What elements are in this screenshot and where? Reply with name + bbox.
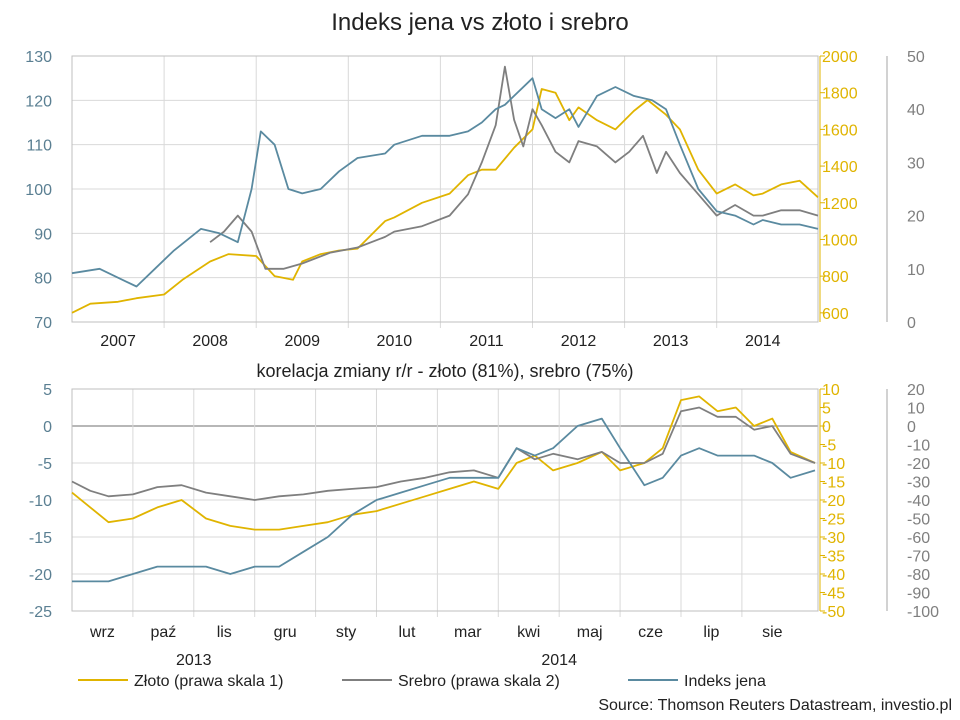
right-axis-2-tick-label: -80: [907, 567, 930, 584]
series-line-srebro-prawa-skala-2: [71, 406, 816, 501]
x-tick-label: wrz: [89, 624, 115, 641]
x-tick-label: mar: [454, 624, 482, 641]
x-tick-label: 2009: [284, 333, 320, 350]
right-axis-2-tick-label: -50: [907, 512, 930, 529]
left-axis-tick-label: 5: [43, 382, 52, 399]
x-tick-label: 2008: [192, 333, 228, 350]
right-axis-1-tick-label: -50: [822, 604, 845, 621]
right-axis-1-tick-label: -20: [822, 493, 845, 510]
right-axis-1-tick-label: -35: [822, 549, 845, 566]
left-axis-tick-label: -20: [29, 567, 52, 584]
series-line-indeks-jena: [72, 417, 816, 583]
right-axis-1-tick-label: 1000: [822, 232, 858, 249]
right-axis-1-tick-label: -30: [822, 530, 845, 547]
x-group-label: 2014: [541, 652, 577, 669]
plot-frame: [71, 55, 819, 323]
left-axis-tick-label: 70: [34, 315, 52, 332]
x-tick-label: lip: [703, 624, 719, 641]
series-line-indeks-jena: [71, 77, 819, 288]
legend: Złoto (prawa skala 1) Srebro (prawa skal…: [78, 673, 766, 690]
chart-subtitle: korelacja zmiany r/r - złoto (81%), sreb…: [256, 361, 633, 381]
left-axis-tick-label: -15: [29, 530, 52, 547]
bottom-panel: 50-5-10-15-20-251050-5-10-15-20-25-30-35…: [29, 382, 939, 669]
chart-title: Indeks jena vs złoto i srebro: [331, 9, 628, 36]
left-axis-tick-label: 100: [25, 182, 52, 199]
right-axis-2-tick-label: -30: [907, 475, 930, 492]
right-axis-2-tick-label: -70: [907, 549, 930, 566]
legend-label-indeks-jena: Indeks jena: [684, 673, 766, 690]
right-axis-2-tick-label: -10: [907, 438, 930, 455]
right-axis-1-tick-label: 800: [822, 269, 849, 286]
x-tick-label: paź: [150, 624, 176, 641]
right-axis-2-tick-label: -90: [907, 586, 930, 603]
left-axis-tick-label: -25: [29, 604, 52, 621]
right-axis-1-tick-label: -5: [822, 438, 836, 455]
series-line-zloto-prawa-skala-1: [71, 88, 819, 314]
right-axis-1-tick-label: -45: [822, 586, 845, 603]
plot-frame: [71, 388, 819, 612]
x-tick-label: 2007: [100, 333, 136, 350]
x-tick-label: 2011: [469, 333, 504, 350]
right-axis-1-tick-label: -10: [822, 456, 845, 473]
right-axis-1-tick-label: -25: [822, 512, 845, 529]
legend-label-zloto: Złoto (prawa skala 1): [134, 673, 283, 690]
x-tick-label: sty: [336, 624, 356, 641]
left-axis-tick-label: 80: [34, 271, 52, 288]
left-axis-tick-label: -10: [29, 493, 52, 510]
x-tick-label: lis: [217, 624, 232, 641]
right-axis-1-tick-label: 1600: [822, 122, 858, 139]
left-axis-tick-label: 110: [26, 138, 52, 155]
right-axis-2-tick-label: -20: [907, 456, 930, 473]
right-axis-1-tick-label: 1400: [822, 159, 858, 176]
right-axis-2-tick-label: 20: [907, 209, 925, 226]
left-axis-tick-label: 0: [43, 419, 52, 436]
right-axis-2-tick-label: 30: [907, 155, 925, 172]
x-tick-label: cze: [638, 624, 663, 641]
series-line-zloto-prawa-skala-1: [71, 395, 816, 531]
right-axis-2-tick-label: -40: [907, 493, 930, 510]
x-tick-label: 2013: [653, 333, 689, 350]
right-axis-1-tick-label: 0: [822, 419, 831, 436]
right-axis-1-tick-label: 1200: [822, 196, 858, 213]
x-tick-label: maj: [577, 624, 603, 641]
right-axis-1-tick-label: -40: [822, 567, 845, 584]
left-axis-tick-label: -5: [38, 456, 52, 473]
right-axis-1-tick-label: 10: [822, 382, 840, 399]
x-group-label: 2013: [176, 652, 212, 669]
x-tick-label: 2010: [377, 333, 413, 350]
right-axis-1-tick-label: 5: [822, 401, 831, 418]
top-panel: 7080901001101201306008001000120014001600…: [25, 49, 925, 350]
x-tick-label: gru: [274, 624, 297, 641]
right-axis-2-tick-label: 10: [907, 262, 925, 279]
right-axis-2-tick-label: 0: [907, 315, 916, 332]
source-note: Source: Thomson Reuters Datastream, inve…: [598, 697, 952, 714]
right-axis-2-tick-label: -100: [907, 604, 939, 621]
left-axis-tick-label: 120: [25, 93, 52, 110]
x-tick-label: lut: [398, 624, 415, 641]
legend-label-srebro: Srebro (prawa skala 2): [398, 673, 560, 690]
right-axis-1-tick-label: 1800: [822, 86, 858, 103]
right-axis-2-tick-label: 50: [907, 49, 925, 66]
series-line-srebro-prawa-skala-2: [209, 65, 819, 270]
x-tick-label: 2012: [561, 333, 597, 350]
right-axis-2-tick-label: 40: [907, 102, 925, 119]
right-axis-2-tick-label: -60: [907, 530, 930, 547]
x-tick-label: kwi: [517, 624, 540, 641]
left-axis-tick-label: 130: [25, 49, 52, 66]
x-tick-label: sie: [762, 624, 783, 641]
x-tick-label: 2014: [745, 333, 781, 350]
right-axis-2-tick-label: 20: [907, 382, 925, 399]
right-axis-2-tick-label: 10: [907, 401, 925, 418]
left-axis-tick-label: 90: [34, 226, 52, 243]
right-axis-1-tick-label: 600: [822, 306, 849, 323]
right-axis-2-tick-label: 0: [907, 419, 916, 436]
right-axis-1-tick-label: 2000: [822, 49, 858, 66]
right-axis-1-tick-label: -15: [822, 475, 845, 492]
